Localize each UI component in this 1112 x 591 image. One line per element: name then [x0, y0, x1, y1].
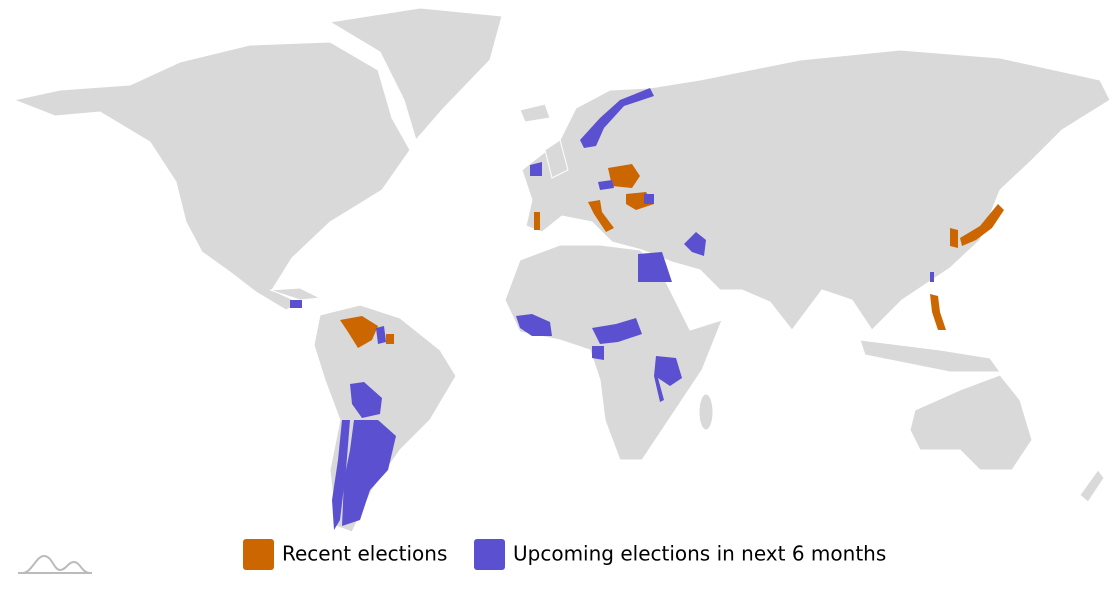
britain [544, 139, 569, 179]
venezuela [340, 316, 378, 348]
korea [950, 228, 958, 248]
czechia [598, 180, 614, 190]
legend-label: Upcoming elections in next 6 months [513, 542, 886, 566]
new-zealand [1079, 469, 1105, 503]
tanzania [654, 356, 682, 402]
north-america [12, 41, 411, 311]
taiwan [930, 272, 934, 282]
suriname [386, 334, 394, 344]
legend-swatch [243, 539, 274, 570]
australia [909, 374, 1033, 471]
philippines [930, 294, 946, 330]
portugal [534, 212, 540, 230]
logo-mark [18, 554, 92, 574]
indonesia [859, 339, 1001, 373]
cote-divoire [516, 314, 552, 336]
legend-label: Recent elections [282, 542, 447, 566]
gabon [592, 346, 604, 360]
madagascar [698, 393, 714, 431]
legend-swatch [474, 539, 505, 570]
haiti [290, 300, 302, 308]
italy [588, 200, 614, 232]
upcoming-elections [290, 88, 934, 530]
egypt [638, 252, 672, 282]
legend: Recent elections Upcoming elections in ne… [243, 539, 886, 570]
bolivia [350, 382, 382, 418]
argentina [342, 420, 396, 526]
iraq [684, 232, 706, 256]
japan [960, 204, 1004, 246]
chile [332, 420, 350, 530]
bulgaria [644, 194, 654, 204]
ireland [530, 162, 542, 176]
iceland [519, 103, 551, 123]
land [12, 7, 1111, 533]
greenland [328, 7, 503, 142]
africa [504, 244, 723, 461]
guyana [376, 326, 386, 344]
central-africa [592, 318, 642, 344]
cuba [269, 287, 322, 301]
eurasia [521, 49, 1111, 331]
norway [580, 88, 654, 148]
logo [18, 554, 92, 574]
poland [608, 164, 640, 188]
